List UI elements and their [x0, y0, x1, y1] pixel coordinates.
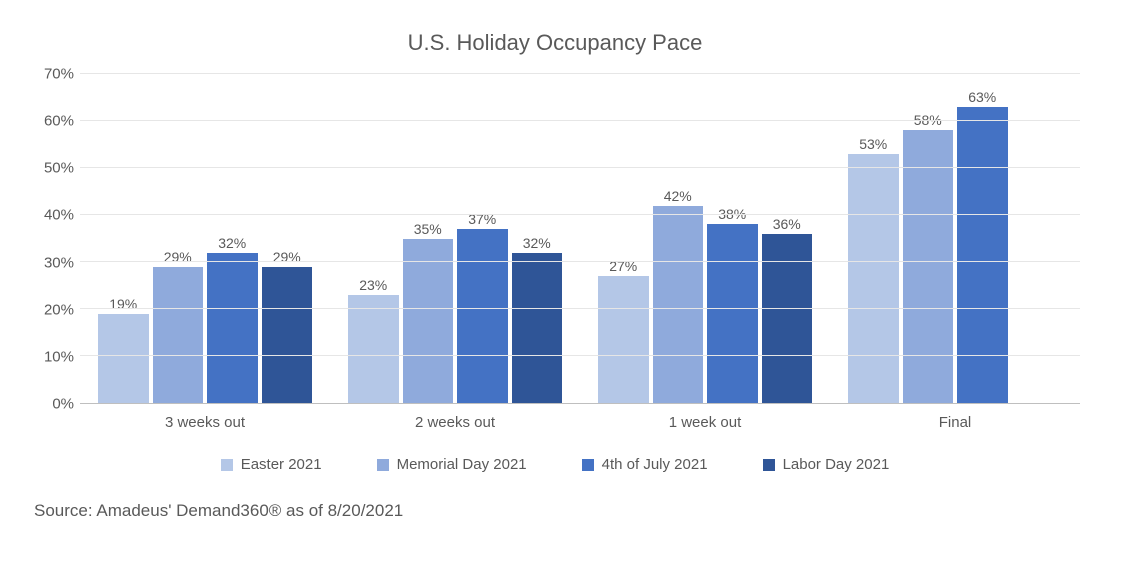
bar: 58%: [903, 74, 954, 403]
bar-value-label: 42%: [664, 188, 692, 204]
bar: 37%: [457, 74, 508, 403]
source-text: Source: Amadeus' Demand360® as of 8/20/2…: [30, 501, 1080, 521]
bar: 42%: [653, 74, 704, 403]
bar-rect: [457, 229, 508, 403]
x-tick: 1 week out: [580, 404, 830, 444]
y-tick: 30%: [44, 254, 74, 271]
bar-value-label: 19%: [109, 296, 137, 312]
grid-line: [80, 261, 1080, 262]
bar: 27%: [598, 74, 649, 403]
legend-swatch: [221, 459, 233, 471]
x-tick: 2 weeks out: [330, 404, 580, 444]
bar-rect: [707, 224, 758, 403]
bar-rect: [207, 253, 258, 403]
bar: 63%: [957, 74, 1008, 403]
bar-group: 23% 35% 37% 32%: [330, 74, 580, 403]
legend-label: Labor Day 2021: [783, 456, 890, 473]
bar-rect: [653, 206, 704, 403]
y-tick: 40%: [44, 207, 74, 224]
y-tick: 70%: [44, 66, 74, 83]
bar-value-label: 36%: [773, 216, 801, 232]
legend-label: 4th of July 2021: [602, 456, 708, 473]
bar-groups: 19%29%32%29%23%35%37%32%27%42%38%36%53%5…: [80, 74, 1080, 403]
bar-value-label: 63%: [968, 89, 996, 105]
bar-rect: [403, 239, 454, 404]
grid-line: [80, 120, 1080, 121]
x-tick: Final: [830, 404, 1080, 444]
bar-rect: [512, 253, 563, 403]
chart-title: U.S. Holiday Occupancy Pace: [30, 30, 1080, 56]
plot-row: 0%10%20%30%40%50%60%70% 19%29%32%29%23%3…: [30, 74, 1080, 404]
grid-line: [80, 355, 1080, 356]
legend-swatch: [582, 459, 594, 471]
legend-item: Easter 2021: [221, 456, 322, 473]
legend-swatch: [763, 459, 775, 471]
bar-group: 27% 42% 38% 36%: [580, 74, 830, 403]
bar-value-label: 23%: [359, 277, 387, 293]
y-tick: 60%: [44, 113, 74, 130]
grid-line: [80, 308, 1080, 309]
bar-value-label: 32%: [218, 235, 246, 251]
x-axis: 3 weeks out2 weeks out1 week outFinal: [80, 404, 1080, 444]
y-tick: 20%: [44, 301, 74, 318]
bar-group: 19% 29% 32% 29%: [80, 74, 330, 403]
bar: 38%: [707, 74, 758, 403]
bar-value-label: 35%: [414, 221, 442, 237]
bar-rect: [762, 234, 813, 403]
bar-value-label: 53%: [859, 136, 887, 152]
grid-line: [80, 214, 1080, 215]
bar-rect: [903, 130, 954, 403]
legend-item: Memorial Day 2021: [377, 456, 527, 473]
legend-swatch: [377, 459, 389, 471]
legend: Easter 2021 Memorial Day 2021 4th of July …: [30, 456, 1080, 473]
bar: 23%: [348, 74, 399, 403]
bar-rect: [598, 276, 649, 403]
y-tick: 10%: [44, 348, 74, 365]
grid-line: [80, 73, 1080, 74]
bar: 32%: [207, 74, 258, 403]
y-axis: 0%10%20%30%40%50%60%70%: [30, 74, 80, 404]
bar-value-label: 29%: [273, 249, 301, 265]
bar-rect: [957, 107, 1008, 403]
bar-group: 53% 58% 63%: [830, 74, 1080, 403]
bar-rect: [348, 295, 399, 403]
bar: 35%: [403, 74, 454, 403]
bar-value-label: 29%: [164, 249, 192, 265]
bar: 53%: [848, 74, 899, 403]
legend-item: 4th of July 2021: [582, 456, 708, 473]
x-tick: 3 weeks out: [80, 404, 330, 444]
legend-label: Memorial Day 2021: [397, 456, 527, 473]
bar: 32%: [512, 74, 563, 403]
chart-container: U.S. Holiday Occupancy Pace 0% 10% 20% 30% 4…: [0, 0, 1140, 570]
bar-rect: [262, 267, 313, 403]
grid-line: [80, 167, 1080, 168]
bar-value-label: 32%: [523, 235, 551, 251]
plot-area: 19%29%32%29%23%35%37%32%27%42%38%36%53%5…: [80, 74, 1080, 404]
bar: 29%: [153, 74, 204, 403]
bar-rect: [98, 314, 149, 403]
legend-item: Labor Day 2021: [763, 456, 890, 473]
bar: 36%: [762, 74, 813, 403]
legend-label: Easter 2021: [241, 456, 322, 473]
bar-rect: [153, 267, 204, 403]
bar-rect: [848, 154, 899, 403]
bar: 29%: [262, 74, 313, 403]
y-tick: 50%: [44, 160, 74, 177]
bar: 19%: [98, 74, 149, 403]
y-tick: 0%: [52, 396, 74, 413]
